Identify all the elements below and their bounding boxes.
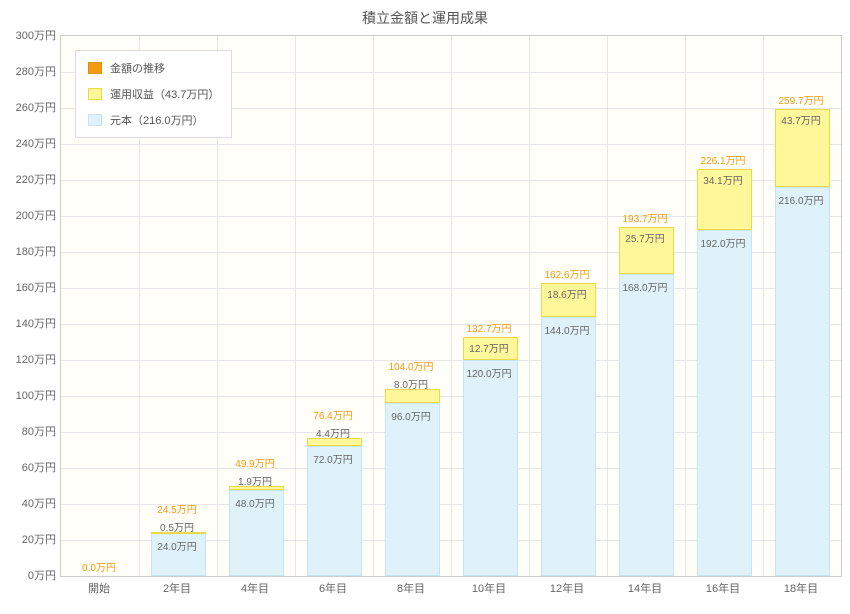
x-tick-label: 8年目 bbox=[397, 580, 425, 596]
y-tick-label: 160万円 bbox=[6, 279, 56, 295]
bar-principal bbox=[541, 317, 596, 576]
y-tick-label: 220万円 bbox=[6, 171, 56, 187]
principal-value-label: 96.0万円 bbox=[391, 408, 430, 423]
x-tick-label: 10年目 bbox=[472, 580, 506, 596]
return-value-label: 34.1万円 bbox=[703, 172, 742, 187]
y-tick-label: 200万円 bbox=[6, 207, 56, 223]
y-tick-label: 240万円 bbox=[6, 135, 56, 151]
y-tick-label: 280万円 bbox=[6, 63, 56, 79]
y-tick-label: 80万円 bbox=[6, 423, 56, 439]
chart-container: 積立金額と運用成果 金額の推移 運用収益（43.7万円） 元本（216.0万円）… bbox=[0, 0, 850, 614]
legend-item-principal: 元本（216.0万円） bbox=[76, 107, 231, 133]
principal-value-label: 72.0万円 bbox=[313, 451, 352, 466]
grid-line-v bbox=[763, 36, 764, 576]
legend-swatch-principal bbox=[88, 114, 102, 126]
return-value-label: 8.0万円 bbox=[394, 376, 428, 391]
y-tick-label: 60万円 bbox=[6, 459, 56, 475]
y-tick-label: 20万円 bbox=[6, 531, 56, 547]
principal-value-label: 192.0万円 bbox=[700, 235, 745, 250]
return-value-label: 1.9万円 bbox=[238, 473, 272, 488]
x-tick-label: 18年目 bbox=[784, 580, 818, 596]
return-value-label: 4.4万円 bbox=[316, 425, 350, 440]
bar-return bbox=[385, 389, 440, 403]
return-value-label: 12.7万円 bbox=[469, 340, 508, 355]
total-value-label: 132.7万円 bbox=[466, 320, 511, 335]
x-tick-label: 16年目 bbox=[706, 580, 740, 596]
total-value-label: 162.6万円 bbox=[544, 266, 589, 281]
total-value-label: 24.5万円 bbox=[157, 501, 196, 516]
total-value-label: 259.7万円 bbox=[778, 92, 823, 107]
principal-value-label: 120.0万円 bbox=[466, 365, 511, 380]
grid-line-v bbox=[295, 36, 296, 576]
legend-swatch-trend bbox=[88, 62, 102, 74]
grid-line-v bbox=[373, 36, 374, 576]
x-tick-label: 開始 bbox=[88, 580, 110, 596]
return-value-label: 18.6万円 bbox=[547, 286, 586, 301]
bar-principal bbox=[775, 187, 830, 576]
total-value-label: 193.7万円 bbox=[622, 210, 667, 225]
total-value-label: 0.0万円 bbox=[82, 559, 116, 574]
legend: 金額の推移 運用収益（43.7万円） 元本（216.0万円） bbox=[75, 50, 232, 138]
legend-item-return: 運用収益（43.7万円） bbox=[76, 81, 231, 107]
principal-value-label: 48.0万円 bbox=[235, 495, 274, 510]
total-value-label: 49.9万円 bbox=[235, 455, 274, 470]
x-tick-label: 14年目 bbox=[628, 580, 662, 596]
bar-principal bbox=[463, 360, 518, 576]
y-tick-label: 180万円 bbox=[6, 243, 56, 259]
legend-label-trend: 金額の推移 bbox=[110, 60, 165, 76]
total-value-label: 76.4万円 bbox=[313, 407, 352, 422]
grid-line-v bbox=[451, 36, 452, 576]
grid-line-v bbox=[529, 36, 530, 576]
legend-label-principal: 元本（216.0万円） bbox=[110, 112, 204, 128]
grid-line-v bbox=[607, 36, 608, 576]
total-value-label: 226.1万円 bbox=[700, 152, 745, 167]
x-tick-label: 6年目 bbox=[319, 580, 347, 596]
total-value-label: 104.0万円 bbox=[388, 358, 433, 373]
x-tick-label: 4年目 bbox=[241, 580, 269, 596]
bar-principal bbox=[697, 230, 752, 576]
principal-value-label: 216.0万円 bbox=[778, 192, 823, 207]
y-tick-label: 260万円 bbox=[6, 99, 56, 115]
grid-line-v bbox=[685, 36, 686, 576]
legend-label-return: 運用収益（43.7万円） bbox=[110, 86, 219, 102]
principal-value-label: 168.0万円 bbox=[622, 279, 667, 294]
y-tick-label: 0万円 bbox=[6, 567, 56, 583]
y-tick-label: 300万円 bbox=[6, 27, 56, 43]
bar-principal bbox=[619, 274, 674, 576]
chart-title: 積立金額と運用成果 bbox=[0, 0, 850, 28]
y-tick-label: 120万円 bbox=[6, 351, 56, 367]
y-tick-label: 140万円 bbox=[6, 315, 56, 331]
x-tick-label: 2年目 bbox=[163, 580, 191, 596]
x-tick-label: 12年目 bbox=[550, 580, 584, 596]
bar-principal bbox=[385, 403, 440, 576]
principal-value-label: 144.0万円 bbox=[544, 322, 589, 337]
return-value-label: 0.5万円 bbox=[160, 519, 194, 534]
return-value-label: 25.7万円 bbox=[625, 230, 664, 245]
y-tick-label: 40万円 bbox=[6, 495, 56, 511]
y-tick-label: 100万円 bbox=[6, 387, 56, 403]
legend-swatch-return bbox=[88, 88, 102, 100]
legend-item-trend: 金額の推移 bbox=[76, 55, 231, 81]
principal-value-label: 24.0万円 bbox=[157, 538, 196, 553]
return-value-label: 43.7万円 bbox=[781, 112, 820, 127]
